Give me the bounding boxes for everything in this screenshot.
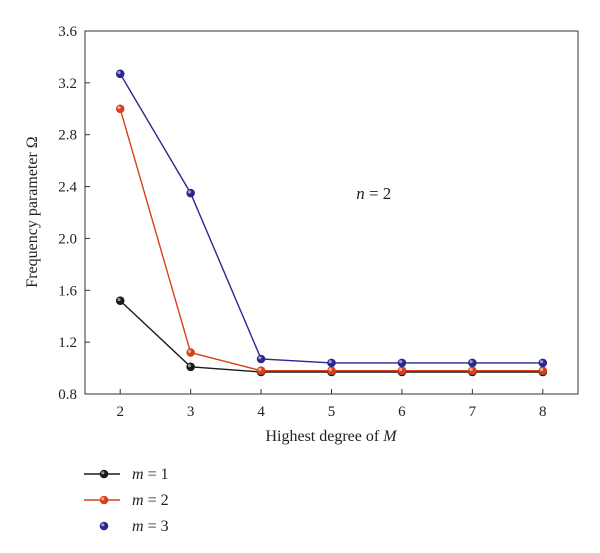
data-point — [327, 366, 336, 375]
data-point — [538, 358, 548, 368]
legend: m = 1 m = 2 m = 3 — [84, 466, 169, 535]
x-tick-label: 2 — [116, 404, 124, 420]
data-point-highlight — [258, 356, 262, 360]
x-axis: 2 3 4 5 6 7 8 — [116, 389, 547, 420]
data-point-highlight — [469, 360, 473, 364]
x-tick-label: 6 — [398, 404, 406, 420]
y-tick-label: 2.4 — [58, 180, 77, 196]
data-point-highlight — [117, 70, 121, 75]
data-point — [397, 358, 407, 368]
y-tick-label: 3.6 — [58, 24, 77, 40]
data-point-highlight — [399, 360, 403, 364]
legend-marker-highlight — [101, 497, 105, 501]
legend-marker — [99, 495, 109, 505]
plot-frame — [84, 30, 579, 395]
series-line-3 — [119, 73, 543, 364]
legend-marker-highlight — [101, 471, 105, 475]
legend-item-1: m = 1 — [84, 466, 169, 483]
x-tick-label: 5 — [328, 404, 336, 420]
data-point — [115, 296, 125, 305]
data-point-highlight — [328, 360, 332, 364]
series-3 — [115, 69, 548, 368]
legend-label: m = 1 — [132, 466, 169, 483]
y-tick-label: 2.0 — [58, 231, 77, 247]
data-point-highlight — [539, 360, 544, 364]
x-axis-label: Highest degree of M — [265, 428, 398, 445]
data-point — [256, 354, 266, 364]
y-tick-label: 3.2 — [58, 76, 77, 92]
y-tick-label: 1.6 — [58, 283, 77, 299]
data-point — [186, 188, 195, 198]
y-tick-label: 0.8 — [58, 387, 77, 403]
legend-label: m = 2 — [132, 492, 169, 509]
x-tick-label: 7 — [469, 404, 477, 420]
y-tick-label: 1.2 — [58, 335, 77, 351]
data-point-highlight — [117, 105, 121, 110]
y-axis-label: Frequency parameter Ω — [24, 136, 41, 287]
x-tick-label: 3 — [187, 404, 195, 420]
annotation-n-equals-2: n = 2 — [356, 184, 391, 203]
data-point — [468, 366, 477, 375]
data-point-highlight — [328, 367, 332, 372]
data-point-highlight — [469, 367, 473, 372]
legend-marker — [99, 521, 109, 531]
y-tick-label: 2.8 — [58, 128, 77, 144]
data-point — [186, 362, 195, 372]
data-point-highlight — [187, 363, 192, 368]
data-point — [397, 366, 407, 375]
legend-marker-highlight — [101, 523, 105, 527]
data-point — [115, 104, 125, 114]
series-2 — [115, 104, 548, 375]
data-point-highlight — [187, 190, 192, 194]
series-line-2 — [119, 108, 543, 372]
legend-marker — [99, 469, 109, 479]
x-tick-label: 4 — [257, 404, 265, 420]
legend-label: m = 3 — [132, 518, 169, 535]
data-point-highlight — [187, 349, 192, 353]
data-point — [468, 358, 477, 368]
data-point — [256, 366, 266, 375]
data-point — [186, 348, 195, 357]
data-point — [538, 366, 548, 375]
y-axis: 0.8 1.2 1.6 2.0 2.4 2.8 3.2 3.6 — [58, 24, 90, 403]
data-point-highlight — [117, 297, 121, 302]
series-layer — [115, 69, 548, 377]
data-point — [115, 69, 125, 79]
data-point — [327, 358, 336, 368]
data-point-highlight — [539, 367, 544, 372]
legend-item-2: m = 2 — [84, 492, 169, 509]
data-point-highlight — [258, 367, 262, 372]
data-point-highlight — [399, 367, 403, 372]
legend-item-3: m = 3 — [99, 518, 169, 535]
x-tick-label: 8 — [539, 404, 547, 420]
